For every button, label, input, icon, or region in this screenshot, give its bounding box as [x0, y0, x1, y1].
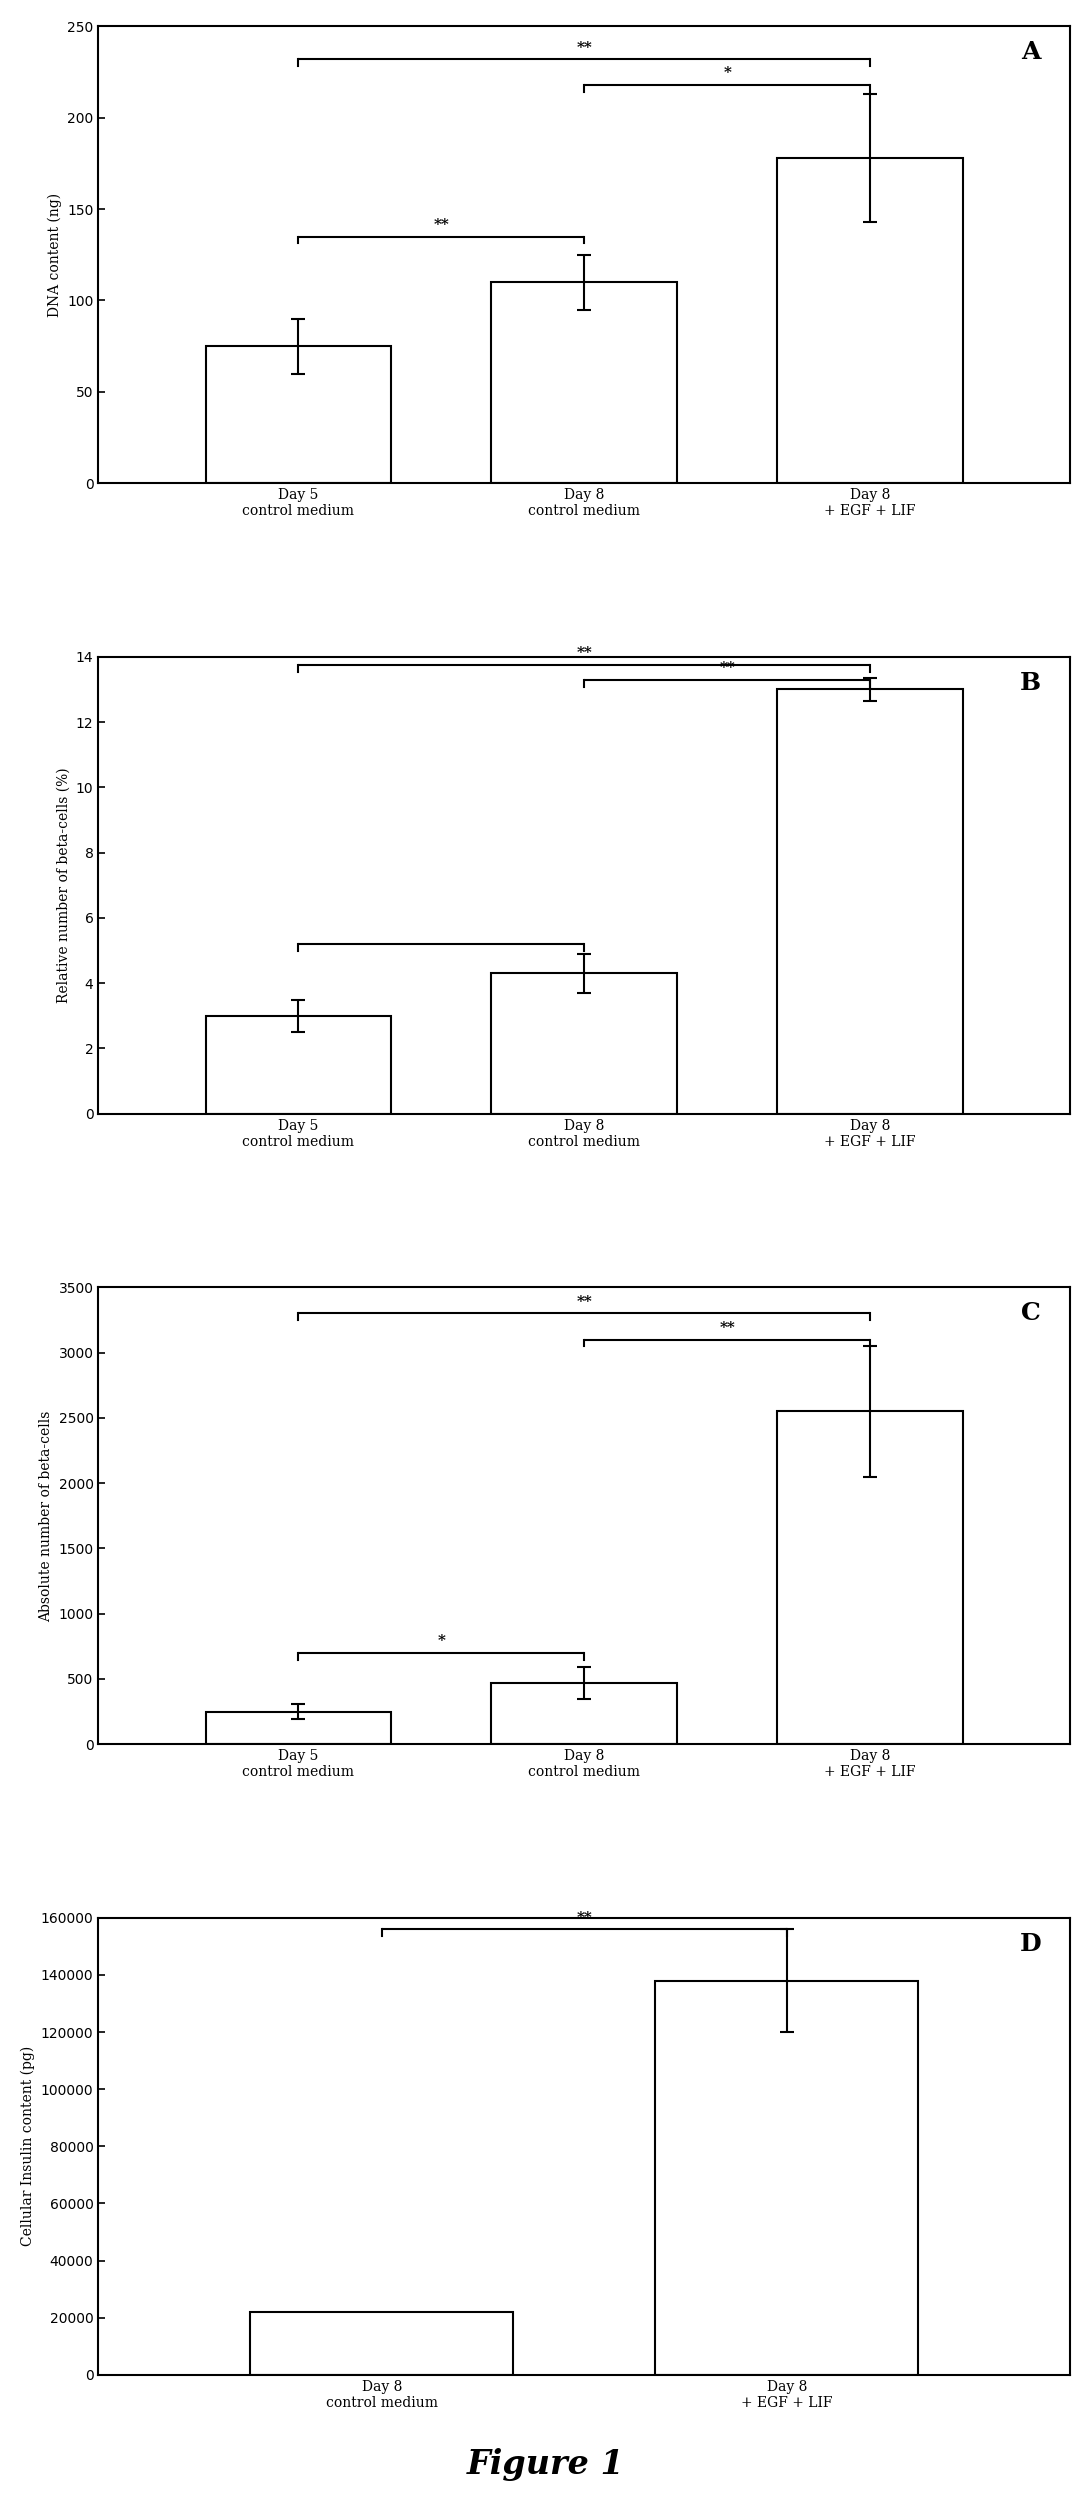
Text: **: **: [719, 1321, 735, 1336]
Text: C: C: [1021, 1301, 1041, 1326]
Text: Figure 1: Figure 1: [467, 2448, 624, 2481]
Text: **: **: [576, 1294, 592, 1309]
Bar: [777, 691, 963, 1114]
Text: **: **: [433, 217, 449, 232]
Text: D: D: [1019, 1932, 1041, 1955]
Bar: [777, 1411, 963, 1745]
Text: **: **: [719, 661, 735, 676]
Bar: [491, 972, 678, 1114]
Text: **: **: [576, 646, 592, 661]
Bar: [491, 282, 678, 484]
Text: B: B: [1020, 671, 1041, 696]
Bar: [205, 347, 392, 484]
Text: **: **: [576, 1910, 592, 1925]
Bar: [205, 1015, 392, 1114]
Text: *: *: [437, 1635, 445, 1648]
Text: **: **: [576, 40, 592, 55]
Y-axis label: Relative number of beta-cells (%): Relative number of beta-cells (%): [57, 768, 70, 1002]
Y-axis label: Absolute number of beta-cells: Absolute number of beta-cells: [39, 1411, 52, 1620]
Bar: [777, 157, 963, 484]
Text: *: *: [723, 67, 731, 80]
Y-axis label: DNA content (ng): DNA content (ng): [47, 192, 61, 317]
Y-axis label: Cellular Insulin content (pg): Cellular Insulin content (pg): [21, 2047, 35, 2246]
Text: A: A: [1021, 40, 1041, 65]
Bar: [250, 2311, 514, 2376]
Bar: [205, 1713, 392, 1745]
Bar: [491, 1683, 678, 1745]
Bar: [655, 1982, 919, 2376]
